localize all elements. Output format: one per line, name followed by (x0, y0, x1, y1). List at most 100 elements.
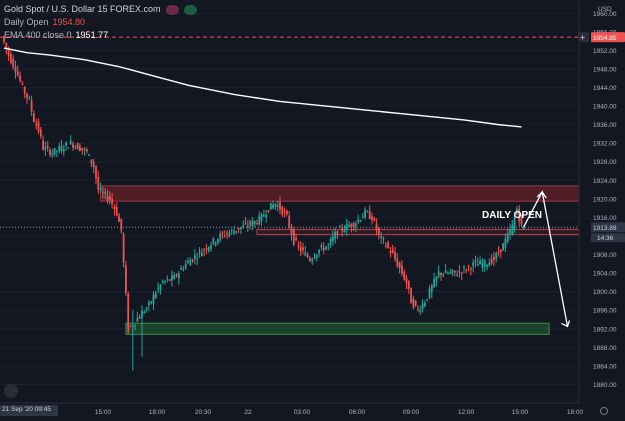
candle[interactable] (223, 235, 226, 237)
candle[interactable] (263, 215, 265, 217)
candle[interactable] (265, 214, 268, 218)
candle[interactable] (279, 202, 281, 210)
candle[interactable] (373, 217, 376, 221)
candle[interactable] (256, 222, 258, 224)
candle[interactable] (465, 269, 468, 271)
candle[interactable] (198, 250, 201, 252)
candle[interactable] (387, 242, 389, 248)
candle[interactable] (42, 140, 44, 150)
candle[interactable] (145, 307, 148, 309)
candle[interactable] (378, 227, 380, 235)
candle[interactable] (336, 231, 339, 236)
candle[interactable] (203, 249, 205, 251)
candle[interactable] (516, 208, 518, 215)
candle[interactable] (143, 311, 146, 313)
candle[interactable] (518, 208, 521, 222)
candle[interactable] (424, 302, 426, 306)
candle[interactable] (318, 249, 320, 254)
candle[interactable] (131, 325, 134, 327)
candle[interactable] (474, 260, 477, 263)
candle[interactable] (159, 284, 162, 291)
candle[interactable] (46, 145, 49, 148)
candle[interactable] (401, 265, 403, 274)
candle[interactable] (102, 191, 104, 193)
candle[interactable] (389, 251, 392, 253)
candle[interactable] (357, 219, 360, 222)
candle[interactable] (30, 100, 33, 112)
candle[interactable] (430, 285, 433, 292)
candle[interactable] (375, 223, 378, 231)
candle[interactable] (334, 232, 337, 240)
candle[interactable] (398, 262, 401, 269)
candle[interactable] (345, 224, 348, 231)
candle[interactable] (476, 263, 479, 266)
candle[interactable] (421, 303, 424, 310)
candle[interactable] (12, 58, 15, 67)
candle[interactable] (414, 300, 417, 306)
candle[interactable] (230, 229, 233, 231)
candle[interactable] (214, 242, 217, 245)
candle[interactable] (79, 145, 81, 151)
candle[interactable] (272, 204, 274, 209)
candle[interactable] (60, 145, 63, 152)
candle[interactable] (440, 272, 442, 276)
candle[interactable] (88, 154, 90, 156)
candle[interactable] (325, 246, 327, 250)
candle[interactable] (85, 149, 88, 152)
candle[interactable] (113, 206, 116, 210)
candle[interactable] (481, 263, 484, 268)
candle[interactable] (35, 123, 38, 126)
candle[interactable] (56, 150, 58, 152)
candle[interactable] (341, 228, 343, 231)
candle[interactable] (460, 272, 463, 274)
candle[interactable] (267, 210, 270, 212)
legend-toggle-icon[interactable] (165, 4, 179, 15)
candle[interactable] (194, 255, 196, 259)
candle[interactable] (306, 254, 309, 258)
candle[interactable] (493, 256, 495, 261)
candle[interactable] (380, 235, 383, 238)
candle[interactable] (343, 229, 346, 233)
candle[interactable] (332, 236, 334, 242)
candle[interactable] (442, 274, 445, 276)
candle[interactable] (175, 274, 178, 277)
candle[interactable] (189, 260, 192, 266)
candle[interactable] (74, 146, 77, 148)
candle[interactable] (196, 258, 199, 260)
candle[interactable] (274, 203, 277, 207)
candle[interactable] (148, 302, 150, 306)
candle[interactable] (382, 237, 385, 239)
candle[interactable] (191, 259, 194, 262)
candle[interactable] (488, 262, 491, 267)
candle[interactable] (129, 325, 132, 327)
candle[interactable] (23, 87, 26, 94)
candle[interactable] (407, 280, 410, 289)
minor-zone[interactable] (256, 228, 580, 236)
candle[interactable] (355, 223, 357, 227)
candle[interactable] (118, 215, 120, 222)
candle[interactable] (426, 298, 429, 301)
candle[interactable] (154, 292, 157, 298)
candle[interactable] (219, 233, 222, 240)
candle[interactable] (157, 287, 159, 289)
candle[interactable] (352, 223, 355, 227)
legend-toggle-icon[interactable] (183, 4, 197, 15)
candle[interactable] (433, 278, 435, 288)
candle[interactable] (499, 249, 502, 253)
candle[interactable] (92, 162, 95, 168)
candle[interactable] (21, 83, 24, 85)
candle[interactable] (136, 317, 139, 322)
candle[interactable] (53, 147, 56, 155)
candle[interactable] (171, 275, 173, 281)
candle[interactable] (309, 257, 311, 262)
candle[interactable] (428, 288, 431, 298)
candle[interactable] (81, 148, 84, 151)
candle[interactable] (281, 206, 284, 215)
resistance-zone[interactable] (100, 185, 580, 202)
candle[interactable] (419, 310, 422, 312)
candle[interactable] (451, 269, 454, 273)
candle[interactable] (49, 149, 51, 155)
candle[interactable] (327, 244, 330, 246)
candle[interactable] (76, 143, 79, 150)
